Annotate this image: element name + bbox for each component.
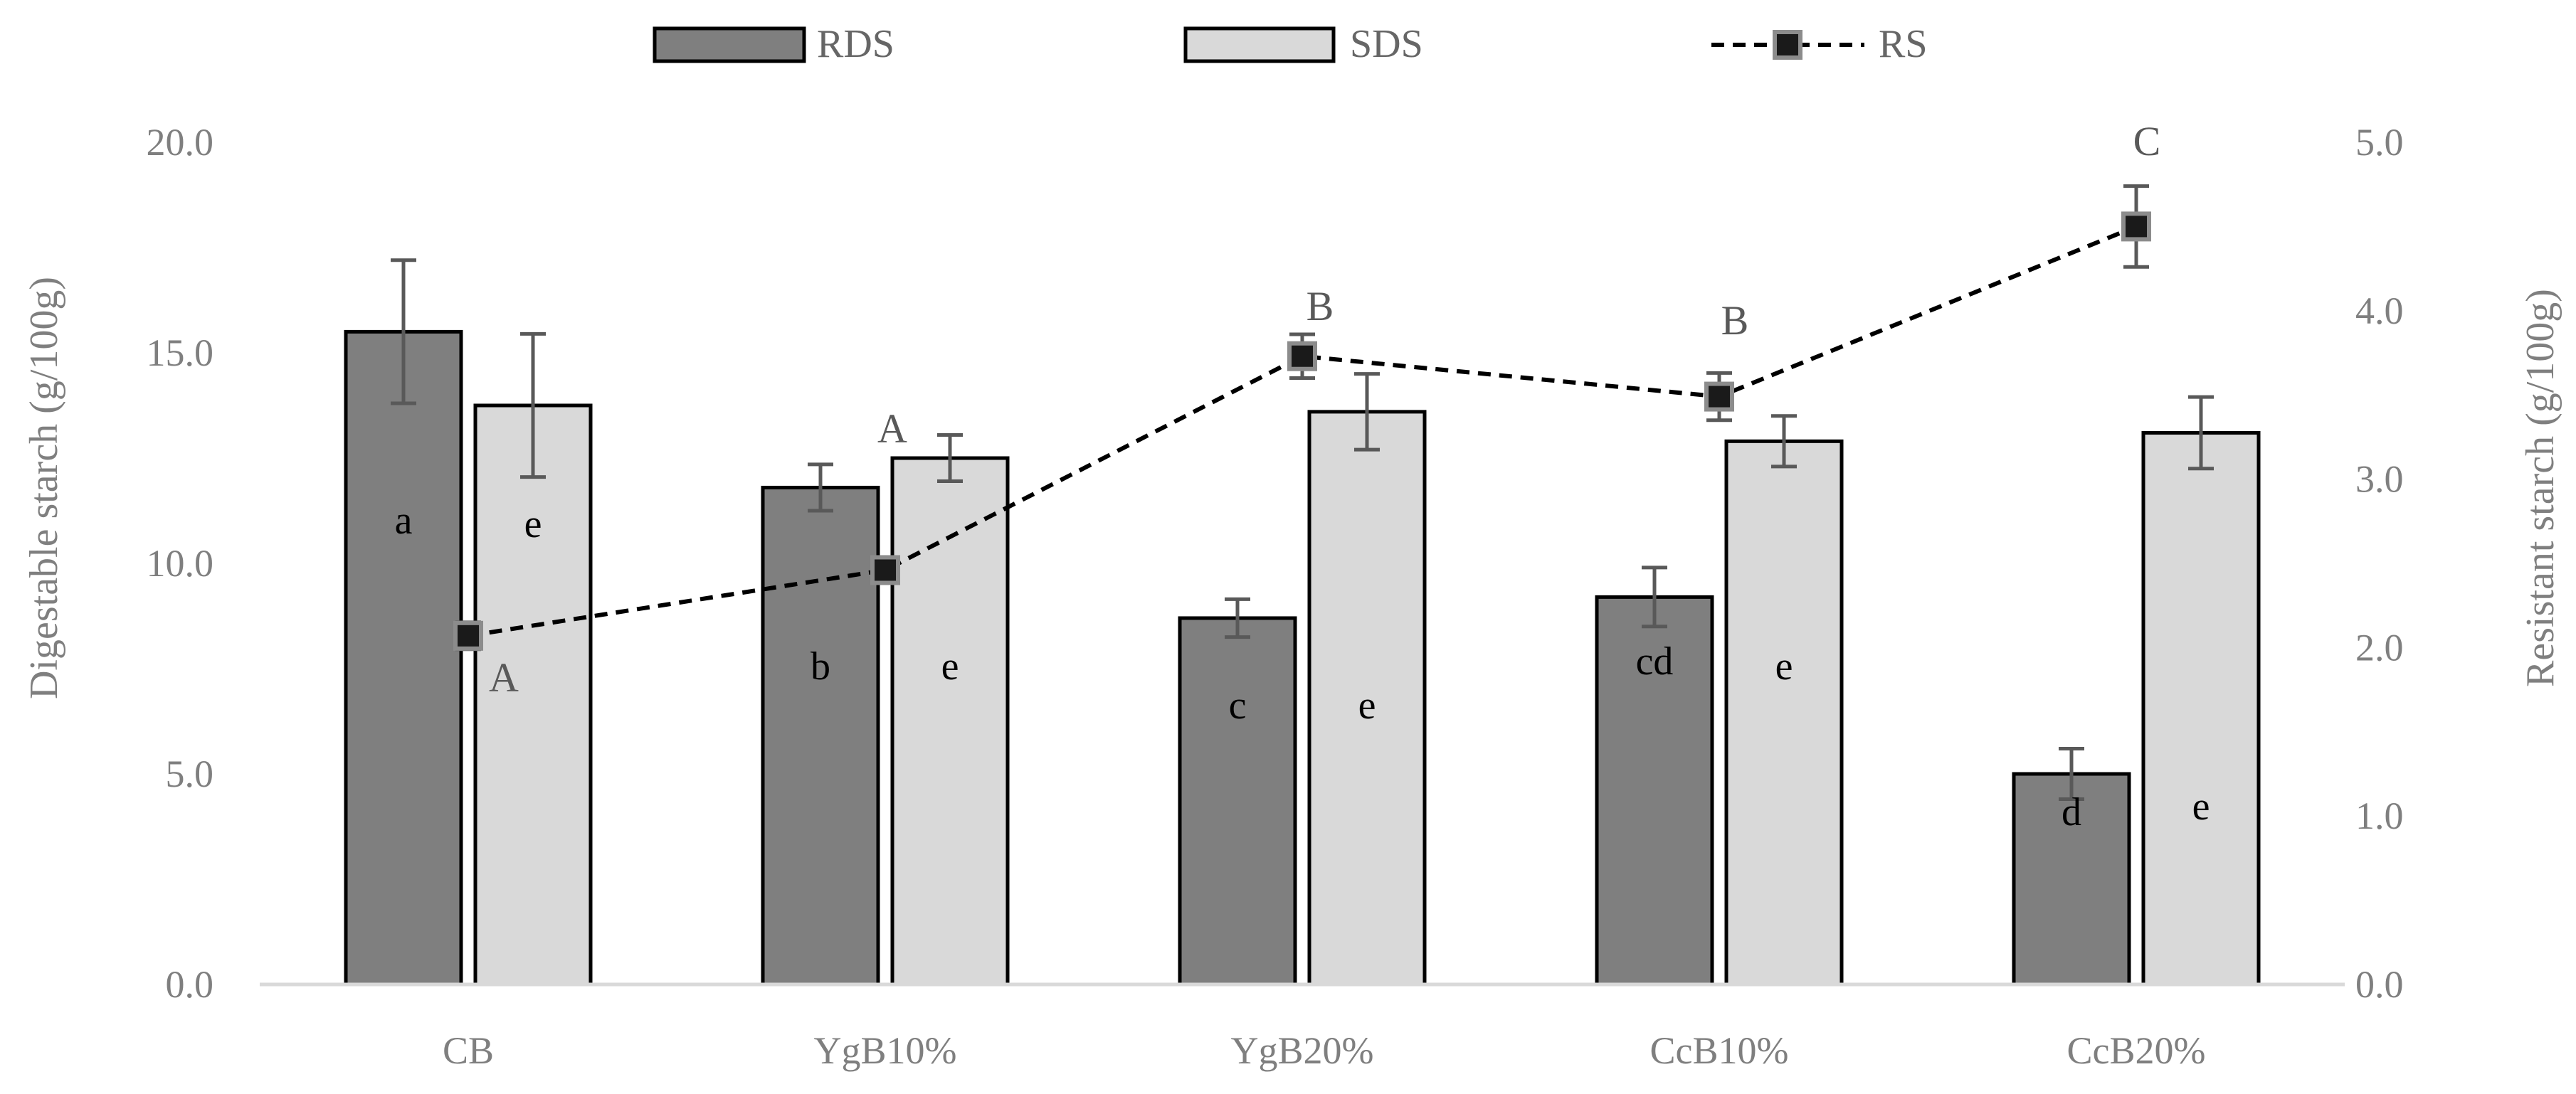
error-bar-sds: [1771, 414, 1797, 469]
error-bar-rds: [391, 258, 416, 405]
bar-sds: [2141, 430, 2261, 987]
rs-letter: C: [2133, 118, 2161, 164]
rs-letter: B: [1307, 283, 1334, 329]
x-tick-label: YgB20%: [1231, 1029, 1374, 1072]
rs-letter: B: [1721, 297, 1749, 344]
right-tick-label: 1.0: [2355, 795, 2404, 837]
bar-significance-letters: a e b e c e cd e d e: [395, 499, 2210, 834]
x-tick-label: YgB10%: [814, 1029, 957, 1072]
right-tick-label: 0.0: [2355, 963, 2404, 1006]
right-axis-title: Resistant starch (g/100g): [2518, 289, 2562, 687]
rs-marker: [1287, 341, 1317, 371]
legend-rds-swatch: [653, 26, 806, 63]
left-tick-label: 5.0: [166, 753, 214, 795]
error-bars: [391, 258, 2214, 802]
right-tick-label: 4.0: [2355, 290, 2404, 332]
right-tick-label: 5.0: [2355, 121, 2404, 164]
rs-marker: [453, 620, 483, 651]
left-tick-label: 20.0: [147, 121, 214, 164]
rs-marker: [1704, 381, 1734, 412]
sds-letter: e: [2192, 785, 2210, 829]
rs-letter: A: [877, 405, 907, 452]
sds-letter: e: [524, 502, 542, 546]
left-tick-label: 15.0: [147, 331, 214, 374]
rs-series: A A B B C: [453, 118, 2161, 701]
bar-rds: [344, 329, 463, 987]
error-bar-sds: [2188, 395, 2214, 471]
sds-letter: e: [941, 644, 959, 689]
legend-sds-swatch: [1183, 26, 1336, 63]
legend-rds-label: RDS: [817, 22, 894, 66]
x-axis-ticks: CB YgB10% YgB20% CcB10% CcB20%: [443, 1029, 2206, 1072]
error-bar-rds: [1642, 565, 1667, 629]
x-tick-label: CcB10%: [1650, 1029, 1789, 1072]
right-tick-label: 3.0: [2355, 458, 2404, 501]
legend: RDS SDS RS: [653, 22, 1928, 66]
rds-letter: a: [395, 499, 413, 543]
legend-sds-label: SDS: [1350, 22, 1423, 66]
rds-letter: b: [811, 644, 830, 689]
rs-marker: [870, 555, 900, 585]
right-tick-label: 2.0: [2355, 626, 2404, 669]
rds-letter: d: [2062, 790, 2081, 834]
left-tick-label: 10.0: [147, 542, 214, 585]
error-bar-sds: [937, 432, 963, 484]
error-bar-sds: [520, 331, 546, 479]
bar-sds: [1724, 439, 1844, 987]
sds-letter: e: [1775, 644, 1793, 689]
rs-letter: A: [489, 654, 519, 701]
bar-rds: [1178, 616, 1297, 987]
sds-letter: e: [1358, 684, 1376, 728]
bar-sds: [890, 456, 1010, 987]
bar-rds: [761, 485, 880, 987]
rds-letter: c: [1229, 684, 1247, 728]
x-tick-label: CcB20%: [2067, 1029, 2206, 1072]
error-bar-rds: [1225, 597, 1250, 639]
x-tick-label: CB: [443, 1029, 494, 1072]
rs-marker: [2121, 211, 2151, 242]
left-axis-title: Digestable starch (g/100g): [22, 277, 66, 699]
left-tick-label: 0.0: [166, 963, 214, 1006]
error-bar-rds: [2059, 746, 2084, 802]
error-bar-rds: [808, 462, 833, 513]
legend-rs-label: RS: [1879, 22, 1928, 66]
right-axis-ticks: 0.0 1.0 2.0 3.0 4.0 5.0: [2355, 121, 2404, 1006]
left-axis-ticks: 0.0 5.0 10.0 15.0 20.0: [147, 121, 214, 1006]
rs-dashed-line: [468, 224, 2138, 638]
rds-letter: cd: [1636, 639, 1674, 684]
legend-rs-marker: [1773, 30, 1802, 60]
error-bar-sds: [1354, 372, 1380, 452]
bars: [344, 329, 2261, 987]
